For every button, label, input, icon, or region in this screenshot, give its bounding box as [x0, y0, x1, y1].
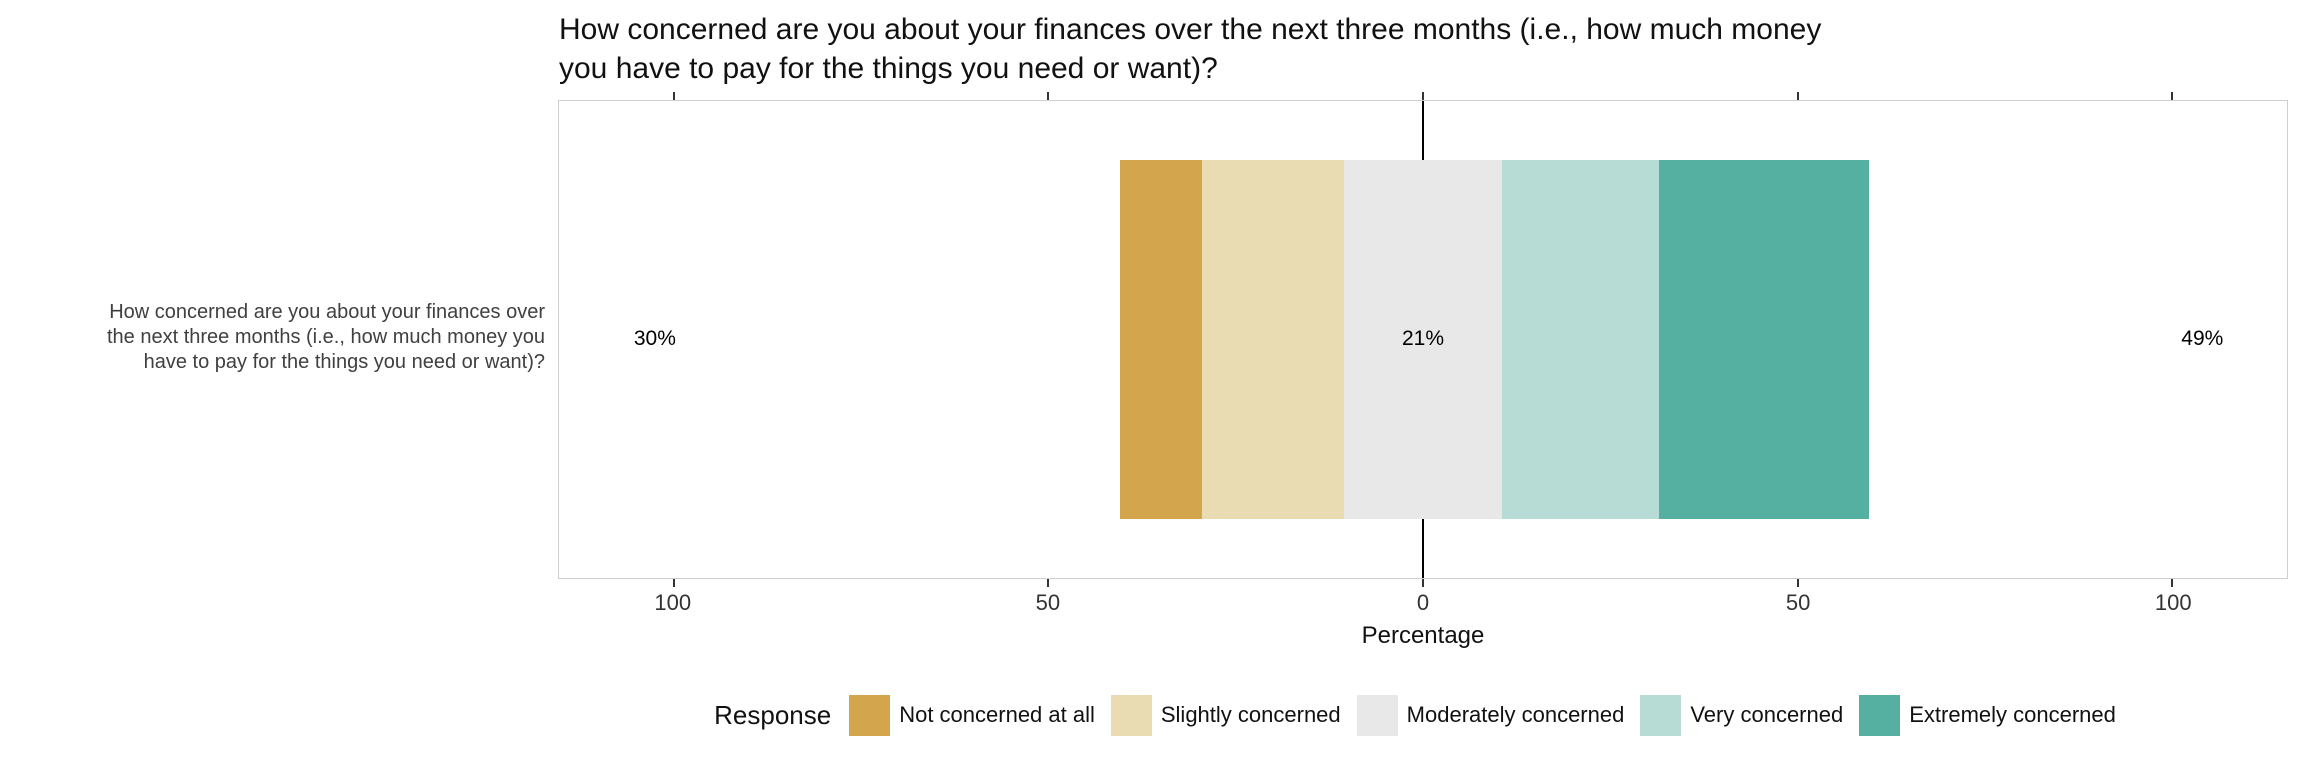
chart-title-line-2: you have to pay for the things you need … [559, 52, 1218, 85]
legend-swatch [1110, 694, 1152, 736]
left-total-label: 30% [633, 327, 676, 350]
center-label: 21% [1401, 327, 1445, 350]
x-axis-title: Percentage [1361, 622, 1485, 649]
axis-tick [1422, 92, 1424, 100]
x-axis-tick-label: 100 [2154, 590, 2192, 615]
axis-tick [1796, 92, 1799, 100]
axis-tick [672, 92, 675, 100]
legend-swatch [849, 694, 891, 736]
plot-panel: 30% 21% 49% [558, 92, 2288, 587]
legend-label: Extremely concerned [1909, 702, 2116, 727]
bar-segment-5 [1659, 160, 1869, 519]
right-total-label: 49% [2181, 327, 2224, 350]
y-axis-label-line-1: How concerned are you about your finance… [109, 301, 545, 323]
axis-tick [1422, 579, 1424, 587]
legend-items: Not concerned at all Slightly concerned Mo… [849, 694, 2132, 736]
legend-swatch [1640, 694, 1682, 736]
bar-segment-1 [1119, 160, 1202, 519]
bar-segment-4 [1501, 160, 1660, 519]
chart-title: How concerned are you about your finance… [559, 10, 1821, 88]
bar-segment-2 [1201, 160, 1345, 519]
legend: Response Not concerned at all Slightly co… [558, 693, 2288, 737]
legend-swatch [1356, 694, 1398, 736]
axis-tick [1047, 92, 1050, 100]
x-axis-tick-label: 0 [1416, 590, 1430, 615]
legend-item: Not concerned at all [849, 694, 1095, 736]
legend-item: Slightly concerned [1110, 694, 1341, 736]
legend-label: Not concerned at all [899, 702, 1095, 727]
x-axis-tick-label: 50 [1785, 590, 1811, 615]
x-axis-labels: 100 50 0 50 100 [558, 590, 2288, 616]
axis-ticks-top [559, 92, 2287, 100]
axis-tick [2171, 579, 2174, 587]
legend-label: Very concerned [1690, 702, 1844, 727]
legend-item: Extremely concerned [1859, 694, 2116, 736]
legend-item: Very concerned [1640, 694, 1844, 736]
axis-tick [1796, 579, 1799, 587]
y-axis-label-line-2: the next three months (i.e., how much mo… [107, 326, 545, 348]
legend-label: Moderately concerned [1406, 702, 1625, 727]
legend-title: Response [714, 699, 832, 730]
legend-label: Slightly concerned [1160, 702, 1341, 727]
bar [559, 160, 2287, 519]
axis-tick [1047, 579, 1050, 587]
y-axis-label-line-3: have to pay for the things you need or w… [143, 351, 545, 373]
legend-item: Moderately concerned [1356, 694, 1625, 736]
y-axis-category-label: How concerned are you about your finance… [0, 300, 545, 375]
axis-tick [672, 579, 675, 587]
axis-tick [2171, 92, 2174, 100]
axis-ticks-bottom [559, 579, 2287, 587]
chart-title-line-1: How concerned are you about your finance… [559, 13, 1822, 46]
x-axis-tick-label: 100 [654, 590, 692, 615]
legend-swatch [1859, 694, 1901, 736]
x-axis-tick-label: 50 [1035, 590, 1061, 615]
bar-segment-3 [1344, 160, 1502, 519]
